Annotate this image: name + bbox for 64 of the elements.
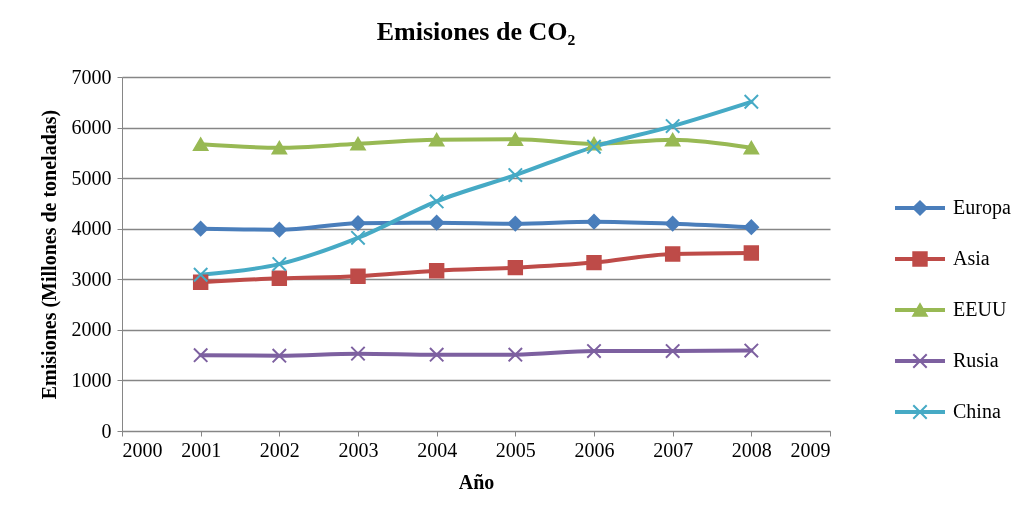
x-tick-label: 2006 — [574, 438, 615, 461]
x-tick-label: 2003 — [338, 438, 379, 461]
point — [586, 139, 602, 155]
point — [664, 118, 681, 134]
point — [271, 347, 288, 364]
x-axis-title: Año — [458, 470, 495, 493]
point — [743, 245, 760, 261]
y-tick-label: 4000 — [71, 217, 112, 240]
point — [428, 193, 445, 210]
point — [350, 136, 366, 151]
point — [428, 132, 445, 147]
legend-label: EEUU — [953, 298, 1007, 320]
chart-title: Emisiones de CO₂ — [376, 17, 576, 46]
x-tick-label: 2004 — [417, 438, 458, 461]
point — [428, 214, 445, 231]
point — [507, 132, 524, 147]
x-tick-label: 2009 — [790, 438, 831, 461]
point — [350, 345, 366, 362]
point — [507, 215, 524, 232]
point — [586, 213, 602, 230]
point — [192, 347, 209, 363]
point — [192, 267, 209, 283]
point — [743, 94, 760, 110]
point — [507, 167, 524, 183]
point — [664, 215, 681, 232]
x-tick-label: 2001 — [181, 438, 222, 461]
legend-label: Rusia — [953, 349, 999, 371]
y-tick-label: 2000 — [71, 318, 112, 341]
point — [428, 346, 445, 363]
point — [350, 230, 366, 246]
point — [664, 132, 681, 147]
point — [192, 137, 209, 152]
legend-label: China — [953, 400, 1001, 422]
point — [507, 346, 524, 363]
x-tick-label: 2005 — [495, 438, 536, 461]
y-axis-title: Emisiones (Millones de toneladas) — [37, 109, 61, 400]
point — [743, 219, 760, 235]
y-tick-label: 6000 — [71, 116, 112, 139]
point — [192, 221, 209, 237]
point — [586, 343, 602, 359]
point — [350, 215, 366, 231]
point — [271, 140, 288, 155]
point — [743, 140, 760, 155]
y-tick-label: 1000 — [71, 368, 112, 391]
x-tick-label: 2002 — [259, 438, 300, 461]
y-tick-label: 0 — [101, 419, 112, 442]
point — [271, 270, 288, 286]
point — [664, 246, 681, 262]
legend-label: Europa — [953, 196, 1011, 219]
y-tick-label: 7000 — [71, 65, 112, 88]
x-tick-label: 2008 — [731, 438, 772, 461]
x-tick-label: 2000 — [122, 438, 163, 461]
point — [586, 254, 602, 271]
point — [428, 262, 445, 279]
legend-label: Asia — [953, 247, 990, 269]
point — [743, 342, 760, 359]
point — [507, 259, 524, 276]
point — [350, 268, 366, 284]
point — [271, 256, 288, 272]
y-tick-label: 5000 — [71, 166, 112, 189]
y-tick-label: 3000 — [71, 267, 112, 290]
point — [664, 343, 681, 359]
point — [271, 222, 288, 238]
x-tick-label: 2007 — [653, 438, 694, 461]
